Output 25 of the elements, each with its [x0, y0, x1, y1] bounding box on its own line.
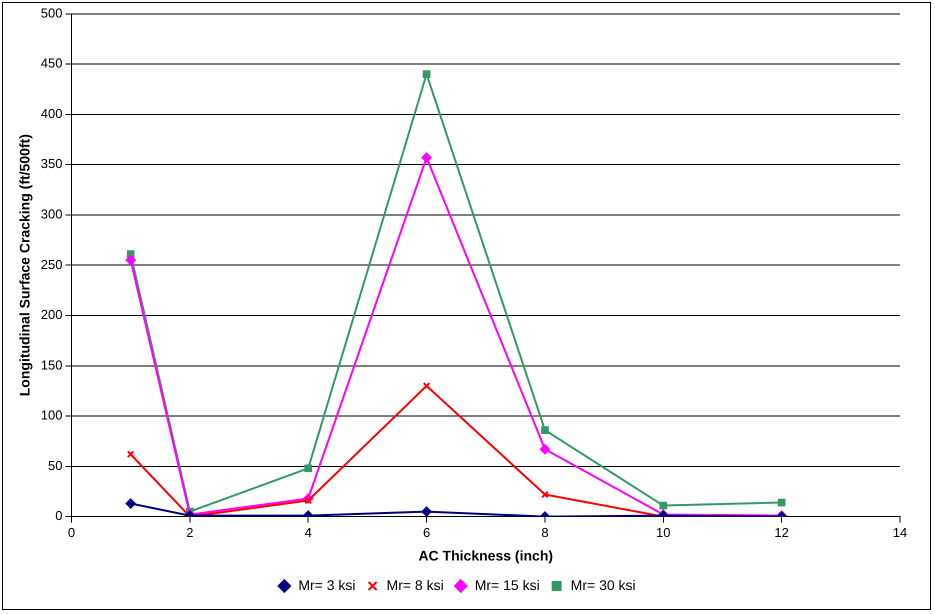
y-tick-label: 300	[40, 206, 62, 222]
x-axis-title: AC Thickness (inch)	[418, 547, 554, 564]
legend-label: Mr= 3 ksi	[298, 576, 356, 593]
y-tick-label: 350	[40, 156, 62, 172]
y-tick-label: 150	[40, 357, 62, 372]
y-tick-label: 400	[40, 106, 62, 121]
legend-label: Mr= 30 ksi	[570, 576, 636, 593]
y-tick-label: 50	[48, 458, 62, 473]
y-axis-title: Longitudinal Surface Cracking (ft/500ft)	[16, 134, 32, 396]
legend-label: Mr= 8 ksi	[386, 576, 444, 593]
y-tick-label: 200	[40, 307, 62, 322]
y-tick-label: 500	[40, 5, 62, 20]
y-tick-label: 250	[40, 256, 62, 272]
legend-label: Mr= 15 ksi	[474, 576, 540, 593]
x-tick-label: 6	[422, 524, 430, 540]
y-tick-label: 450	[40, 56, 62, 71]
x-tick-label: 2	[186, 524, 194, 540]
x-tick-label: 10	[656, 524, 671, 540]
y-tick-label: 0	[55, 508, 62, 524]
x-tick-label: 12	[774, 524, 789, 540]
y-tick-label: 100	[40, 408, 62, 423]
x-tick-label: 14	[892, 524, 908, 540]
x-tick-label: 8	[541, 524, 549, 540]
x-tick-label: 0	[68, 524, 76, 540]
x-tick-label: 4	[304, 524, 312, 540]
